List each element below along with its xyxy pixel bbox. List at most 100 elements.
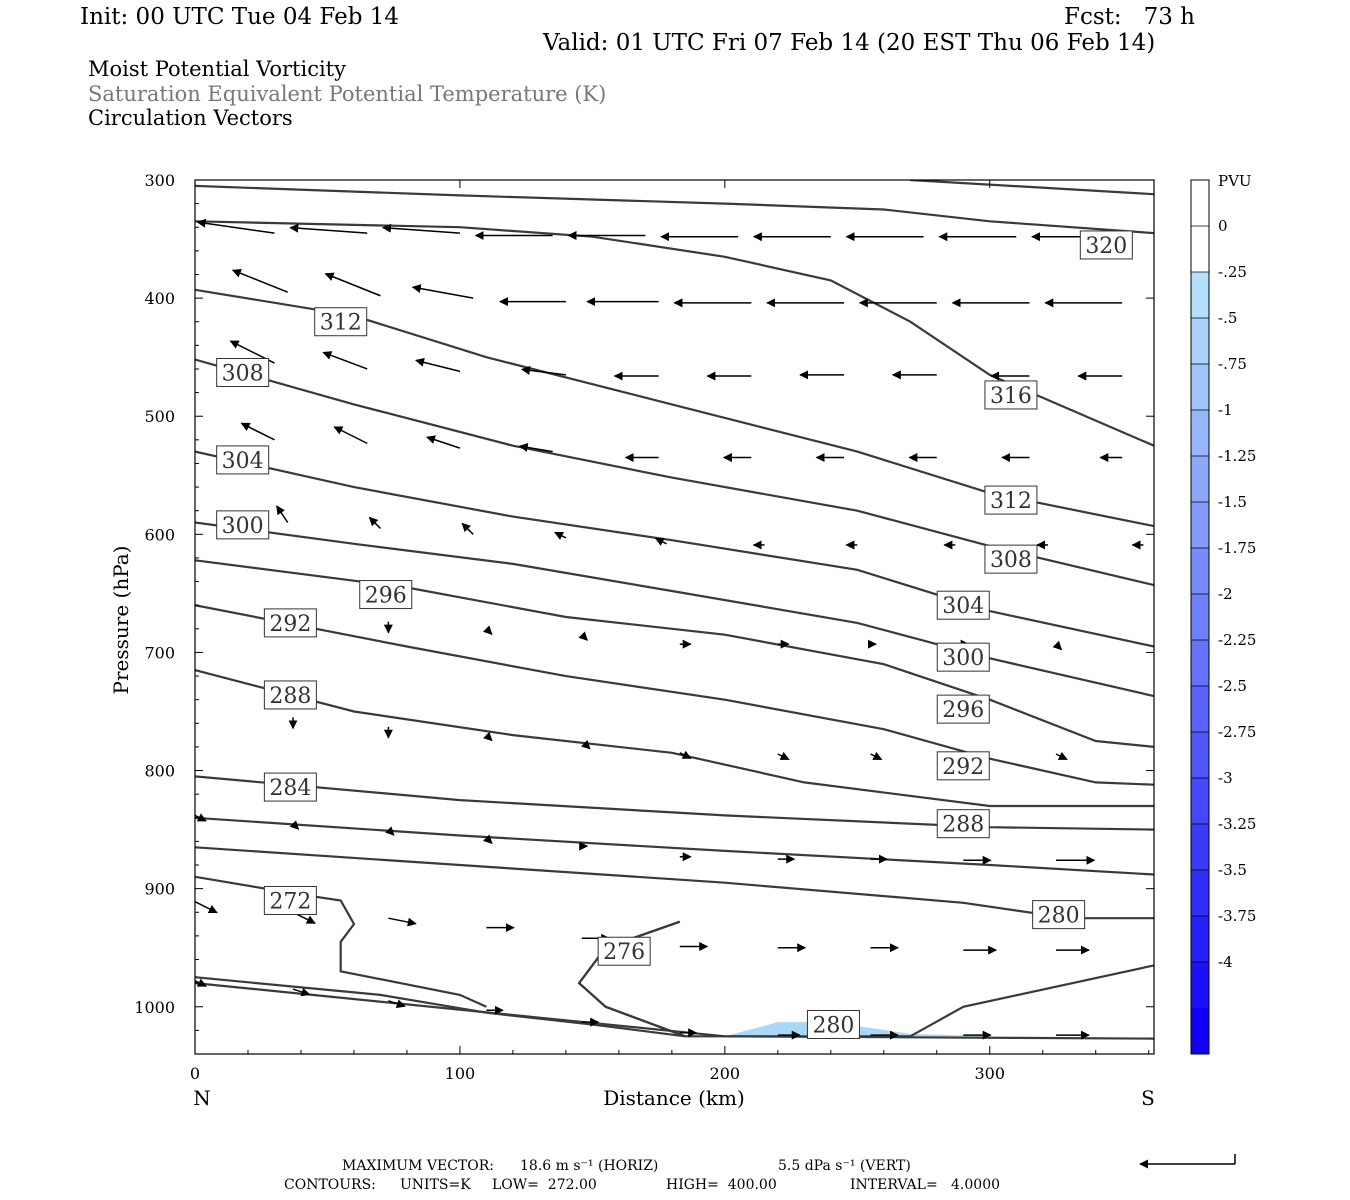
colorbar-tick-label: -4	[1218, 953, 1233, 971]
contour-label-text: 308	[222, 362, 264, 387]
y-tick-label: 300	[144, 171, 175, 190]
contour-label: 296	[936, 694, 990, 724]
circulation-vector	[415, 357, 461, 373]
contour-label-text: 292	[942, 755, 984, 780]
circulation-vector	[333, 426, 368, 445]
circulation-vector	[388, 917, 417, 927]
contour-label-text: 284	[269, 776, 311, 801]
plot-frame	[194, 179, 1155, 1055]
contour-label: 320	[1079, 230, 1133, 260]
x-tick-label: 0	[190, 1064, 200, 1083]
vector-layer	[195, 218, 1144, 1040]
theta-contour-320	[195, 184, 1154, 235]
contour-label-text: 276	[603, 940, 645, 965]
colorbar-tick-label: -3	[1218, 769, 1233, 787]
colorbar-tick-label: -3.75	[1218, 907, 1256, 925]
colorbar-tick-label: -1.75	[1218, 539, 1256, 557]
contour-label-text: 292	[269, 612, 311, 637]
contour-label: 304	[216, 445, 270, 475]
contour-label: 272	[263, 885, 317, 915]
contours-units: UNITS=K	[400, 1177, 471, 1193]
max-vector-label: MAXIMUM VECTOR:	[342, 1158, 494, 1174]
max-vector-vert: 5.5 dPa s⁻¹ (VERT)	[778, 1158, 911, 1174]
contour-label: 312	[314, 307, 368, 337]
colorbar-swatch	[1191, 870, 1209, 917]
contours-high: HIGH= 400.00	[666, 1177, 777, 1193]
circulation-vector	[554, 531, 567, 541]
colorbar-swatch	[1191, 732, 1209, 779]
theta-contour-316	[195, 220, 1154, 447]
circulation-vector	[679, 750, 692, 759]
colorbar-swatch	[1191, 594, 1209, 641]
contour-label-text: 316	[990, 384, 1032, 409]
circulation-vector	[426, 435, 461, 449]
theta-contour	[195, 816, 1154, 876]
colorbar-swatch	[1191, 824, 1209, 871]
contour-label-text: 288	[942, 813, 984, 838]
circulation-vector	[231, 269, 288, 293]
circulation-vector	[289, 820, 300, 830]
contour-label: 308	[984, 544, 1038, 574]
y-tick-label: 600	[144, 525, 175, 544]
colorbar-tick-label: -.5	[1218, 309, 1237, 327]
circulation-vector	[324, 272, 381, 297]
x-axis-label: Distance (km)	[603, 1086, 745, 1110]
colorbar-tick-label: -3.5	[1218, 861, 1247, 879]
contour-label: 280	[806, 1009, 860, 1039]
colorbar-frame	[1190, 179, 1210, 1055]
theta-contour-288	[195, 669, 1154, 808]
circulation-vector	[1052, 640, 1063, 651]
colorbar-swatch	[1191, 1008, 1209, 1055]
colorbar-swatch	[1191, 364, 1209, 411]
theta-contour-304	[195, 450, 1154, 648]
legend-line-theta: Saturation Equivalent Potential Temperat…	[88, 82, 607, 106]
colorbar-swatch	[1191, 640, 1209, 687]
circulation-vector	[520, 365, 566, 376]
x-tick-label: 300	[974, 1064, 1005, 1083]
colorbar-tick-label: -1.5	[1218, 493, 1247, 511]
y-tick-label: 1000	[134, 998, 175, 1017]
circulation-vector	[411, 284, 474, 299]
legend-line-vectors: Circulation Vectors	[88, 106, 293, 130]
x-end-label-south: S	[1141, 1086, 1155, 1110]
colorbar-swatch	[1191, 778, 1209, 825]
theta-contour	[910, 180, 1154, 196]
contour-label: 296	[359, 580, 413, 610]
colorbar-swatch	[1191, 502, 1209, 549]
contour-label: 300	[936, 642, 990, 672]
colorbar-tick-label: -1.25	[1218, 447, 1256, 465]
contour-label-text: 304	[222, 449, 264, 474]
circulation-vector	[388, 999, 406, 1009]
colorbar-tick-label: -.25	[1218, 263, 1247, 281]
contour-label-text: 296	[365, 584, 407, 609]
init-time: Init: 00 UTC Tue 04 Feb 14	[80, 4, 400, 30]
legend-line-pv: Moist Potential Vorticity	[88, 57, 346, 81]
y-tick-label: 400	[144, 289, 175, 308]
y-axis-label: Pressure (hPa)	[109, 546, 133, 695]
circulation-vector	[289, 223, 368, 234]
circulation-vector	[777, 751, 790, 761]
forecast-hour: Fcst: 73 h	[1064, 4, 1195, 30]
contour-label-text: 300	[222, 514, 264, 539]
contour-label-text: 320	[1085, 234, 1127, 259]
x-end-label-north: N	[193, 1086, 211, 1110]
max-vector-horiz: 18.6 m s⁻¹ (HORIZ)	[520, 1158, 659, 1174]
theta-contour-284	[195, 775, 1154, 831]
contour-label: 284	[263, 772, 317, 802]
colorbar-swatch	[1191, 686, 1209, 733]
colorbar-tick-label: 0	[1218, 217, 1228, 235]
colorbar-tick-label: -2.25	[1218, 631, 1256, 649]
colorbar-swatch	[1191, 916, 1209, 963]
axes: 300 400 500 600 700 800 900 1000 0 100 200 300	[134, 171, 1154, 1083]
colorbar-swatch	[1191, 180, 1209, 227]
circulation-vector	[518, 443, 553, 453]
theta-contour-280	[195, 846, 1154, 920]
colorbar-tick-label: -3.25	[1218, 815, 1256, 833]
contour-label-text: 312	[990, 489, 1032, 514]
contour-label: 292	[263, 608, 317, 638]
contour-label-text: 272	[269, 889, 311, 914]
x-tick-label: 200	[710, 1064, 741, 1083]
contour-label-text: 312	[320, 311, 362, 336]
colorbar-tick-label: -2	[1218, 585, 1233, 603]
contours-interval: INTERVAL= 4.0000	[850, 1177, 1001, 1193]
